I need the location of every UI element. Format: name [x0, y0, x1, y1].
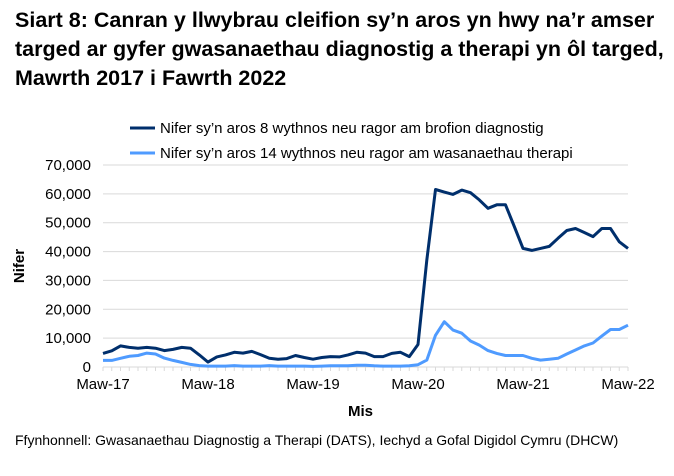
x-tick-label: Maw-17	[76, 376, 129, 393]
series-line-1	[102, 188, 629, 364]
y-tick-label: 10,000	[45, 330, 91, 347]
x-tick-label: Maw-22	[601, 376, 654, 393]
legend-label-2: Nifer sy’n aros 14 wythnos neu ragor am …	[160, 145, 573, 162]
x-tick-label: Maw-18	[181, 376, 234, 393]
x-tick-label: Maw-20	[391, 376, 444, 393]
y-tick-label: 40,000	[45, 244, 91, 261]
source-note: Ffynhonnell: Gwasanaethau Diagnostig a T…	[15, 432, 619, 448]
y-tick-label: 30,000	[45, 272, 91, 289]
y-tick-label: 70,000	[45, 157, 91, 174]
legend-label-1: Nifer sy’n aros 8 wythnos neu ragor am b…	[160, 120, 544, 137]
y-tick-label: 60,000	[45, 186, 91, 203]
y-axis-title: Nifer	[11, 249, 28, 283]
y-tick-label: 20,000	[45, 301, 91, 318]
chart-title: Siart 8: Canran y llwybrau cleifion sy’n…	[15, 8, 664, 90]
x-tick-label: Maw-19	[286, 376, 339, 393]
series-line-2	[103, 320, 629, 368]
y-tick-label: 0	[83, 359, 91, 376]
y-tick-label: 50,000	[45, 215, 91, 232]
x-tick-label: Maw-21	[496, 376, 549, 393]
x-axis-title: Mis	[348, 403, 373, 420]
line-chart: 0 10,000 20,000 30,000 40,000 50,000 60,000 70,…	[11, 120, 655, 420]
